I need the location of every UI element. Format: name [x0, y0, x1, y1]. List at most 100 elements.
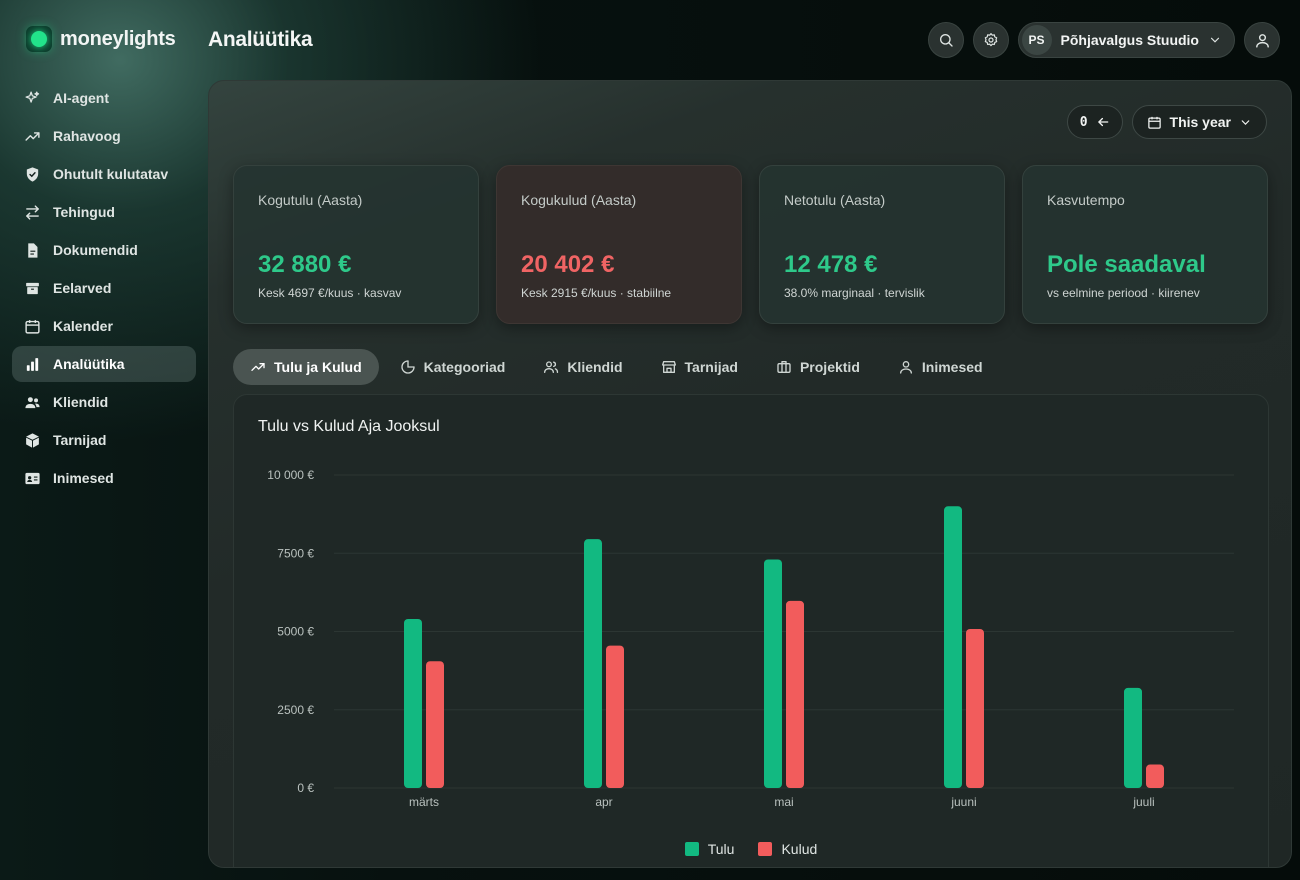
search-icon: [939, 34, 953, 47]
sidebar-item-label: Eelarved: [53, 280, 112, 296]
sidebar-item-dokumendid[interactable]: Dokumendid: [12, 232, 196, 268]
profile-button[interactable]: [1244, 22, 1280, 58]
gear-icon: [984, 33, 997, 47]
legend-item-expense[interactable]: Kulud: [758, 841, 817, 857]
main-panel: 0 This year Kogutulu (Aasta) 32 880 € Ke…: [208, 80, 1292, 868]
kpi-label: Kasvutempo: [1047, 192, 1125, 208]
user-icon: [899, 361, 912, 374]
sidebar: AI-agent Rahavoog Ohutult kulutatav Tehi…: [12, 80, 196, 498]
bar-income: [584, 539, 602, 788]
tab-clients[interactable]: Kliendid: [526, 349, 639, 385]
tab-label: Tulu ja Kulud: [274, 359, 362, 375]
kpi-value: 12 478 €: [784, 251, 878, 278]
page-title: Analüütika: [208, 28, 313, 51]
bar-expense: [1146, 764, 1164, 788]
kpi-card-total-income: Kogutulu (Aasta) 32 880 € Kesk 4697 €/ku…: [233, 165, 479, 324]
calendar-icon: [25, 319, 40, 334]
tab-label: Projektid: [799, 359, 860, 375]
kpi-subtext: Kesk 4697 €/kuus · kasvav: [258, 286, 402, 300]
kpi-value: 32 880 €: [258, 251, 352, 278]
workspace-switcher[interactable]: PS Põhjavalgus Stuudio: [1017, 22, 1235, 58]
sidebar-item-eelarved[interactable]: Eelarved: [12, 270, 196, 306]
pie-chart-icon: [400, 360, 415, 374]
period-controls: 0 This year: [1066, 105, 1267, 139]
archive-box-icon: [26, 282, 39, 294]
bar-income: [1124, 687, 1142, 788]
sidebar-item-ai-agent[interactable]: AI-agent: [12, 80, 196, 116]
kpi-subtext: vs eelmine periood · kiirenev: [1047, 286, 1200, 300]
chevron-down-icon: [1241, 119, 1250, 125]
analytics-tabs: Tulu ja Kulud Kategooriad Kliendid Tarni…: [233, 349, 1000, 385]
kpi-card-net-income: Netotulu (Aasta) 12 478 € 38.0% marginaa…: [759, 165, 1005, 324]
legend-swatch-expense: [758, 842, 773, 856]
kpi-label: Kogukulud (Aasta): [521, 192, 637, 208]
workspace-name: Põhjavalgus Stuudio: [1060, 32, 1199, 48]
sidebar-item-label: Rahavoog: [53, 128, 121, 144]
sidebar-item-tarnijad[interactable]: Tarnijad: [12, 422, 196, 458]
bar-expense: [786, 600, 804, 788]
sidebar-item-analuutika[interactable]: Analüütika: [12, 346, 196, 382]
kpi-value: Pole saadaval: [1047, 251, 1206, 278]
chart-title: Tulu vs Kulud Aja Jooksul: [258, 418, 440, 435]
chart-legend: Tulu Kulud: [234, 841, 1268, 857]
bar-income: [764, 559, 782, 788]
y-tick-label: 0 €: [297, 781, 314, 795]
sidebar-item-ohutult-kulutatav[interactable]: Ohutult kulutatav: [12, 156, 196, 192]
tab-projects[interactable]: Projektid: [759, 349, 877, 385]
kpi-subtext: 38.0% marginaal · tervislik: [784, 286, 925, 300]
kpi-label: Netotulu (Aasta): [784, 192, 886, 208]
sidebar-item-rahavoog[interactable]: Rahavoog: [12, 118, 196, 154]
y-tick-label: 7500 €: [277, 546, 314, 560]
briefcase-icon: [777, 361, 791, 373]
y-tick-label: 5000 €: [277, 625, 314, 639]
kpi-value: 20 402 €: [521, 251, 615, 278]
tab-people[interactable]: Inimesed: [881, 349, 1000, 385]
sidebar-item-label: Tehingud: [53, 204, 115, 220]
sidebar-item-inimesed[interactable]: Inimesed: [12, 460, 196, 496]
document-icon: [28, 242, 38, 258]
bar-income: [404, 618, 422, 788]
bar-expense: [606, 645, 624, 788]
period-offset-value: 0: [1079, 114, 1088, 130]
kpi-label: Kogutulu (Aasta): [258, 192, 363, 208]
trend-up-icon: [251, 363, 265, 371]
sidebar-item-label: Kliendid: [53, 394, 109, 410]
x-tick-label: juuli: [1132, 795, 1154, 809]
sidebar-item-label: Tarnijad: [53, 432, 107, 448]
search-button[interactable]: [927, 22, 964, 58]
logo-icon: [26, 26, 52, 52]
tab-label: Inimesed: [921, 359, 983, 375]
tab-suppliers[interactable]: Tarnijad: [644, 349, 755, 385]
tab-label: Kategooriad: [423, 359, 506, 375]
top-bar: PS Põhjavalgus Stuudio: [927, 22, 1280, 58]
brand-logo[interactable]: moneylights: [26, 26, 176, 52]
x-tick-label: märts: [409, 795, 439, 809]
brand-name: moneylights: [60, 27, 176, 50]
period-select[interactable]: This year: [1131, 105, 1267, 139]
income-expense-bar-chart: 0 € 2500 € 5000 € 7500 € 10 000 € märts apr mai…: [267, 468, 1234, 809]
sidebar-item-label: Dokumendid: [53, 242, 138, 258]
sidebar-item-kliendid[interactable]: Kliendid: [12, 384, 196, 420]
tab-categories[interactable]: Kategooriad: [383, 349, 523, 385]
tab-label: Kliendid: [567, 359, 623, 375]
x-tick-label: juuni: [950, 795, 976, 809]
sidebar-item-label: Kalender: [53, 318, 113, 334]
store-icon: [661, 361, 676, 373]
sidebar-item-label: Analüütika: [53, 356, 125, 372]
y-tick-label: 2500 €: [277, 703, 314, 717]
calendar-icon: [1147, 116, 1161, 129]
cube-icon: [26, 432, 39, 448]
workspace-avatar: PS: [1021, 25, 1052, 55]
tab-income-expenses[interactable]: Tulu ja Kulud: [233, 349, 379, 385]
sidebar-item-tehingud[interactable]: Tehingud: [12, 194, 196, 230]
period-back-button[interactable]: 0: [1066, 105, 1123, 139]
sidebar-item-kalender[interactable]: Kalender: [12, 308, 196, 344]
kpi-row: Kogutulu (Aasta) 32 880 € Kesk 4697 €/ku…: [233, 165, 1268, 324]
legend-item-income[interactable]: Tulu: [684, 841, 735, 857]
legend-label: Tulu: [707, 841, 735, 857]
kpi-card-growth-rate: Kasvutempo Pole saadaval vs eelmine peri…: [1022, 165, 1268, 324]
id-card-icon: [25, 472, 40, 484]
settings-button[interactable]: [972, 22, 1009, 58]
trend-up-icon: [25, 131, 40, 141]
